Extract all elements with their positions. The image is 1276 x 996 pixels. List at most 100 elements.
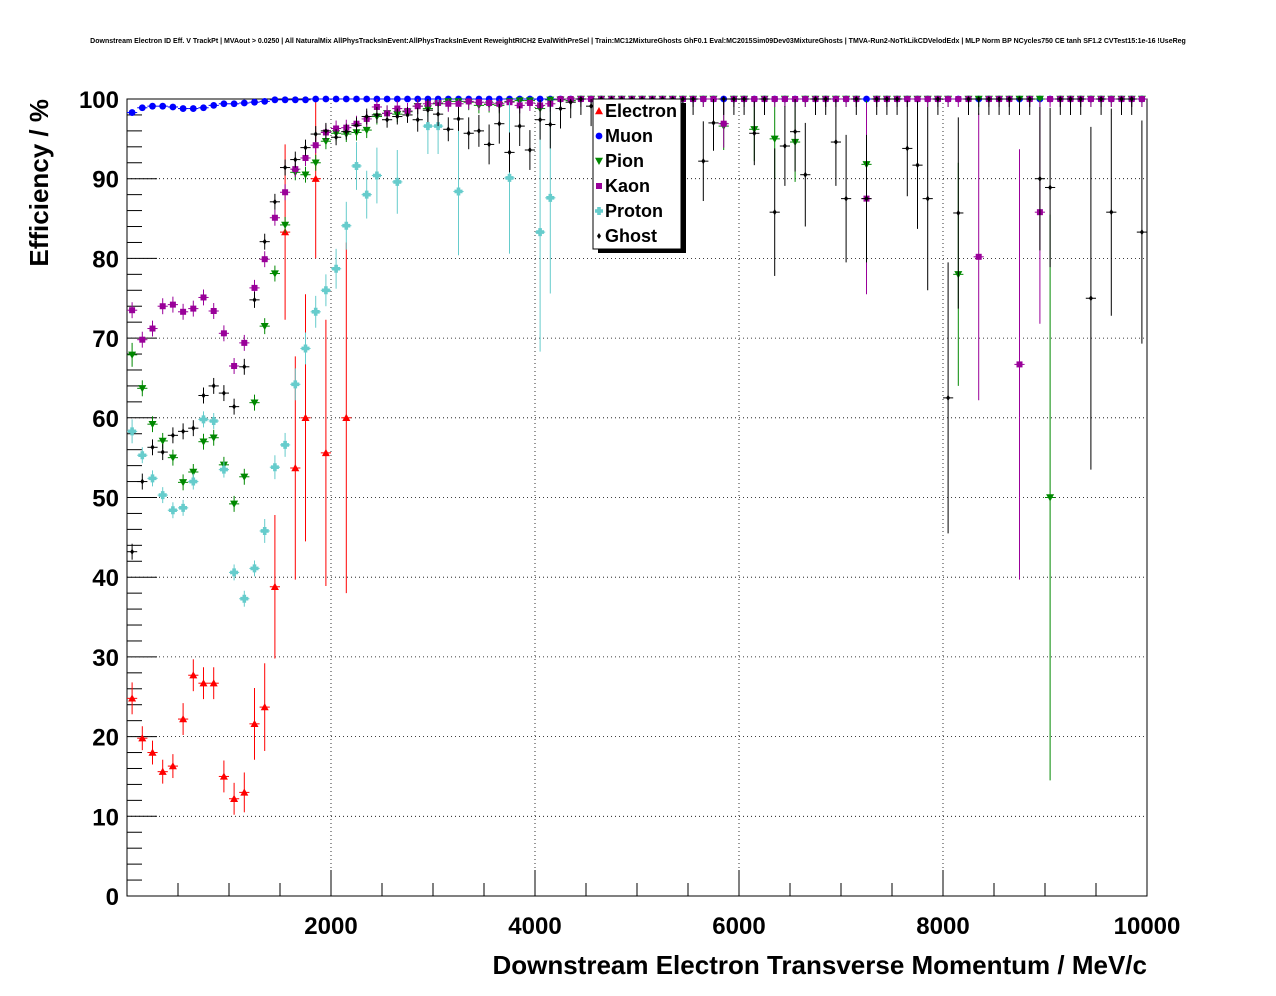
ghost-point bbox=[1088, 295, 1093, 302]
kaon-point bbox=[771, 96, 778, 102]
proton-point bbox=[311, 307, 320, 316]
muon-point bbox=[261, 97, 269, 105]
y-tick-label: 40 bbox=[92, 565, 119, 592]
proton-point bbox=[158, 491, 167, 500]
kaon-point bbox=[914, 96, 921, 102]
y-tick-label: 20 bbox=[92, 725, 119, 752]
ghost-point bbox=[946, 394, 951, 401]
kaon-point bbox=[526, 99, 533, 106]
electron-point bbox=[321, 448, 330, 457]
ghost-point bbox=[150, 444, 155, 451]
legend-label-proton: Proton bbox=[605, 201, 663, 221]
ghost-point bbox=[935, 96, 940, 102]
ghost-point bbox=[272, 198, 277, 205]
muon-point bbox=[189, 105, 197, 112]
muon-point bbox=[240, 99, 248, 107]
ghost-point bbox=[823, 96, 828, 102]
kaon-point bbox=[241, 339, 248, 346]
proton-point bbox=[260, 526, 269, 535]
proton-point bbox=[138, 451, 147, 460]
ghost-point bbox=[374, 111, 379, 118]
ghost-point bbox=[181, 428, 186, 435]
ghost-point bbox=[456, 115, 461, 122]
y-axis-label: Efficiency / % bbox=[24, 99, 54, 267]
kaon-point bbox=[312, 142, 319, 149]
proton-point bbox=[128, 427, 137, 436]
ghost-point bbox=[517, 123, 522, 130]
x-axis-label: Downstream Electron Transverse Momentum … bbox=[492, 950, 1147, 980]
ghost-point bbox=[201, 392, 206, 399]
muon-point bbox=[200, 104, 207, 112]
ghost-point bbox=[385, 116, 390, 123]
pion-point bbox=[189, 468, 198, 476]
proton-point bbox=[250, 564, 259, 573]
electron-point bbox=[250, 719, 259, 728]
pion-point bbox=[168, 454, 177, 462]
ghost-point bbox=[476, 127, 481, 134]
x-tick-label: 10000 bbox=[1114, 913, 1181, 940]
ghost-point bbox=[334, 134, 339, 141]
ghost-point bbox=[803, 171, 808, 178]
ghost-point bbox=[986, 96, 991, 102]
proton-point bbox=[393, 177, 402, 186]
muon-point bbox=[128, 109, 136, 116]
series-proton bbox=[127, 99, 556, 607]
proton-point bbox=[148, 474, 157, 483]
electron-point bbox=[148, 748, 157, 756]
legend-marker-muon bbox=[595, 132, 603, 140]
muon-point bbox=[210, 101, 218, 109]
kaon-point bbox=[700, 96, 707, 102]
kaon-point bbox=[904, 96, 911, 102]
legend: Electron Muon Pion Kaon Proton Ghost bbox=[592, 98, 686, 253]
proton-point bbox=[362, 190, 371, 199]
kaon-point bbox=[139, 336, 146, 343]
pion-point bbox=[770, 135, 779, 143]
ghost-point bbox=[487, 141, 492, 148]
electron-point bbox=[301, 413, 310, 421]
muon-point bbox=[404, 95, 411, 103]
muon-point bbox=[179, 105, 187, 112]
kaon-point bbox=[159, 303, 166, 310]
ghost-point bbox=[568, 99, 573, 106]
ghost-point bbox=[415, 116, 420, 123]
electron-point bbox=[128, 694, 137, 702]
ghost-point bbox=[425, 107, 430, 114]
kaon-point bbox=[1016, 361, 1023, 368]
ghost-point bbox=[232, 403, 237, 410]
kaon-point bbox=[781, 96, 788, 102]
kaon-point bbox=[190, 305, 197, 312]
electron-point bbox=[219, 772, 228, 780]
pion-point bbox=[128, 351, 137, 359]
kaon-point bbox=[1087, 96, 1094, 102]
muon-point bbox=[251, 98, 258, 106]
ghost-point bbox=[1048, 184, 1053, 191]
ghost-point bbox=[558, 105, 563, 112]
kaon-point bbox=[455, 100, 462, 107]
y-tick-label: 0 bbox=[106, 884, 119, 911]
ghost-point bbox=[170, 432, 175, 439]
legend-label-kaon: Kaon bbox=[605, 176, 650, 196]
proton-point bbox=[352, 161, 361, 170]
chart-title: Downstream Electron ID Eff. V TrackPt | … bbox=[90, 38, 1186, 45]
ghost-point bbox=[915, 162, 920, 169]
ghost-point bbox=[1099, 96, 1104, 102]
proton-point bbox=[230, 568, 239, 577]
pion-point bbox=[321, 138, 330, 146]
kaon-point bbox=[129, 307, 136, 314]
ghost-point bbox=[252, 296, 257, 303]
kaon-point bbox=[231, 362, 238, 369]
kaon-point bbox=[465, 98, 472, 105]
ghost-point bbox=[1058, 96, 1063, 102]
kaon-point bbox=[210, 308, 217, 315]
proton-point bbox=[189, 477, 198, 486]
kaon-point bbox=[975, 253, 982, 260]
legend-marker-electron bbox=[595, 107, 603, 115]
pion-point bbox=[138, 385, 147, 393]
ghost-point bbox=[813, 96, 818, 102]
ghost-point bbox=[782, 143, 787, 150]
ghost-point bbox=[976, 96, 981, 102]
pion-point bbox=[362, 126, 371, 135]
electron-point bbox=[199, 679, 208, 687]
ghost-point bbox=[191, 425, 196, 432]
ghost-point bbox=[1129, 96, 1134, 102]
